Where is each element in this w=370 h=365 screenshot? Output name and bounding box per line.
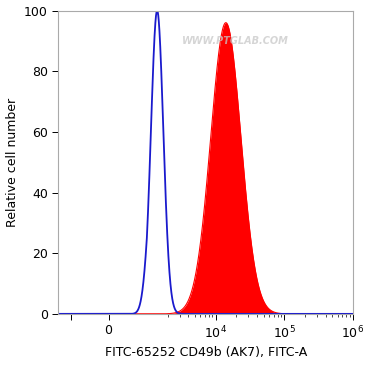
Y-axis label: Relative cell number: Relative cell number [6, 98, 18, 227]
Text: WWW.PTGLAB.COM: WWW.PTGLAB.COM [182, 36, 289, 46]
X-axis label: FITC-65252 CD49b (AK7), FITC-A: FITC-65252 CD49b (AK7), FITC-A [105, 346, 307, 360]
